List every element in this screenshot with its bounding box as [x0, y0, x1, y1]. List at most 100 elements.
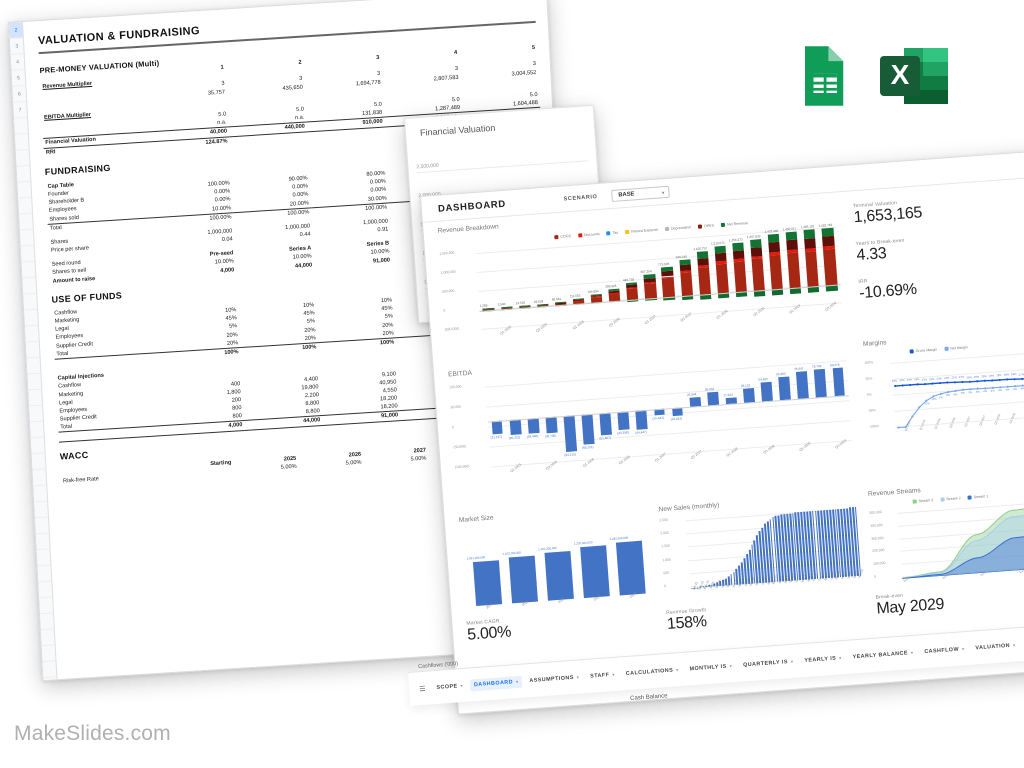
sheet-tab-label: DASHBOARD — [473, 678, 514, 688]
row-number[interactable] — [24, 309, 38, 327]
line-data-label: 24% — [899, 379, 905, 383]
bar-data-label: 199,894 — [587, 289, 599, 294]
row-number[interactable] — [38, 581, 53, 599]
dashboard-spreadsheet[interactable]: DASHBOARD SCENARIO BASE ▾ Revenue Breakd… — [420, 150, 1024, 715]
yaxis-revenue-streams: 500,000 400,000 300,000 200,000 100,000 0 — [869, 509, 900, 581]
legend-swatch — [912, 499, 917, 504]
line-data-label: 19% — [996, 373, 1002, 378]
chevron-down-icon[interactable]: ▾ — [676, 667, 679, 673]
row-number[interactable] — [26, 357, 41, 375]
row-number[interactable]: 6 — [12, 86, 27, 103]
legend-label: OPEX — [703, 223, 715, 229]
row-number[interactable] — [40, 613, 54, 631]
microsoft-excel-icon[interactable]: X — [878, 42, 950, 115]
row-number[interactable] — [23, 293, 38, 311]
plot-market-size: 1,051,200,000 1,103,760,000 1,161,300,000 1… — [466, 523, 651, 606]
sheet-tab-calculations[interactable]: CALCULATIONS ▾ — [621, 663, 683, 679]
chevron-down-icon[interactable]: ▾ — [961, 646, 965, 652]
sheet-tab-yearly-is[interactable]: YEARLY IS ▾ — [800, 651, 846, 666]
row-number[interactable]: 3 — [9, 38, 24, 55]
row-number[interactable] — [35, 533, 50, 551]
row-number[interactable] — [36, 549, 51, 567]
kpi-value: 158% — [666, 613, 708, 634]
legend-item: Depreciation — [664, 225, 691, 232]
row-number[interactable] — [18, 197, 33, 215]
row-number[interactable] — [16, 165, 31, 183]
row-number[interactable] — [20, 245, 35, 263]
row-number[interactable] — [35, 517, 49, 535]
row-number[interactable] — [34, 501, 48, 519]
panel-revenue-breakdown: Revenue Breakdown COGS Discounts Tax Intere… — [437, 199, 845, 358]
chevron-down-icon[interactable]: ▾ — [1012, 642, 1016, 648]
row-number[interactable] — [43, 677, 58, 682]
row-number[interactable] — [22, 277, 37, 295]
row-number[interactable] — [29, 421, 44, 439]
row-number[interactable] — [29, 405, 43, 423]
chevron-down-icon[interactable]: ▾ — [790, 658, 794, 664]
row-number[interactable] — [39, 597, 54, 615]
row-number[interactable] — [17, 181, 32, 199]
row-number[interactable] — [32, 469, 47, 487]
sheet-tab-valuation[interactable]: VALUATION ▾ — [971, 639, 1020, 654]
chevron-down-icon[interactable]: ▾ — [515, 678, 519, 685]
row-number[interactable]: 7 — [13, 102, 28, 119]
row-number[interactable] — [28, 389, 43, 407]
row-number[interactable] — [24, 325, 39, 343]
row-number[interactable] — [19, 229, 34, 247]
line-data-label: -5% — [945, 393, 951, 398]
xaxis-new-sales: Jan-25 Mar-25 May-25 Jul-25 Sep-25 Nov-25 Jan-… — [691, 568, 865, 608]
row-number[interactable] — [27, 373, 42, 391]
sheet-tab-assumptions[interactable]: ASSUMPTIONS ▾ — [525, 671, 584, 687]
bar-segment — [785, 231, 798, 241]
row-number[interactable] — [37, 565, 52, 583]
bar-segment — [787, 252, 802, 288]
row-number[interactable] — [30, 437, 45, 455]
chevron-down-icon[interactable]: ▾ — [729, 663, 733, 669]
row-number[interactable]: 4 — [10, 54, 25, 71]
y-tick-label: 500 — [663, 570, 670, 575]
chevron-down-icon[interactable]: ▾ — [839, 655, 842, 661]
row-number[interactable] — [14, 133, 29, 151]
bar — [796, 371, 809, 399]
row-number[interactable] — [41, 645, 56, 663]
chevron-down-icon[interactable]: ▾ — [612, 671, 616, 678]
row-number[interactable] — [33, 485, 48, 503]
bar — [617, 410, 630, 431]
chevron-down-icon[interactable]: ▾ — [576, 674, 580, 680]
chevron-down-icon[interactable]: ▾ — [460, 683, 464, 689]
scenario-select[interactable]: BASE ▾ — [610, 185, 670, 202]
sheet-tab-quarterly-is[interactable]: QUARTERLY IS ▾ — [739, 655, 798, 671]
sheet-tab-label: VALUATION — [975, 642, 1011, 651]
row-number[interactable]: 5 — [11, 70, 26, 87]
bar — [508, 555, 538, 604]
legend-item: Gross Margin — [909, 348, 937, 354]
sheet-tab-staff[interactable]: STAFF ▾ — [586, 668, 619, 682]
row-number[interactable] — [25, 341, 40, 359]
legend-swatch — [554, 234, 559, 240]
row-number[interactable]: 2 — [9, 22, 23, 39]
row-number[interactable] — [19, 213, 33, 231]
row-number[interactable] — [42, 661, 57, 679]
bar-data-label: 39,133 — [740, 383, 751, 389]
sheet-tab-monthly-is[interactable]: MONTHLY IS ▾ — [685, 659, 736, 675]
chevron-down-icon[interactable]: ▾ — [910, 649, 914, 656]
sheet-tab-yearly-balance[interactable]: YEARLY BALANCE ▾ — [848, 646, 918, 663]
bar — [544, 550, 574, 601]
sheet-tab-label: SCOPE — [436, 682, 458, 691]
all-sheets-icon[interactable]: ☰ — [419, 685, 426, 693]
sheet-tab-label: YEARLY BALANCE — [852, 649, 909, 660]
watermark: MakeSlides.com — [14, 722, 171, 745]
row-number[interactable] — [31, 453, 46, 471]
sheet-tab-cashflow[interactable]: CASHFLOW ▾ — [920, 642, 969, 657]
row-number[interactable] — [14, 117, 28, 135]
row-number[interactable] — [15, 149, 30, 167]
sheet-tab-scope[interactable]: SCOPE ▾ — [432, 679, 467, 694]
kpi-market-cagr: Market CAGR 5.00% — [466, 618, 512, 645]
legend-swatch — [944, 346, 949, 352]
row-number[interactable] — [21, 261, 36, 279]
row-number[interactable] — [40, 629, 55, 647]
google-sheets-icon[interactable] — [788, 42, 856, 115]
legend-item: Net Revenue — [720, 221, 748, 228]
sheet-tab-dashboard[interactable]: DASHBOARD ▾ — [469, 675, 523, 691]
sheet-tab-label: YEARLY IS — [804, 655, 837, 664]
